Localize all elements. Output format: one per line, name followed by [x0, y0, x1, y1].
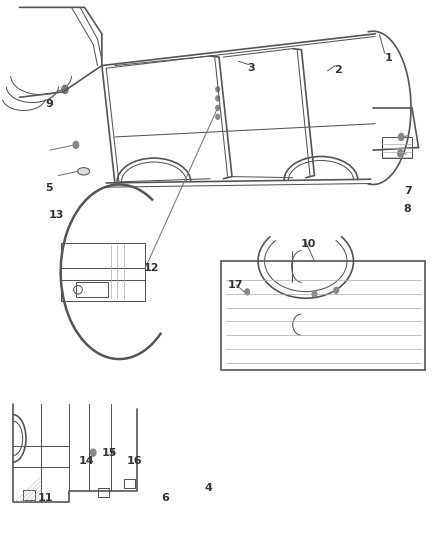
Text: 5: 5 [45, 183, 53, 193]
Circle shape [72, 141, 79, 149]
Text: 13: 13 [49, 209, 64, 220]
Text: 11: 11 [38, 493, 53, 503]
Text: 10: 10 [300, 239, 316, 249]
Bar [381, 137, 412, 158]
Circle shape [244, 288, 250, 296]
Text: 16: 16 [127, 456, 142, 466]
Bar [60, 243, 145, 301]
Text: 7: 7 [404, 186, 412, 196]
Bar [124, 479, 135, 488]
Text: 17: 17 [228, 280, 243, 290]
Bar [76, 282, 108, 297]
Circle shape [215, 95, 220, 101]
Text: 4: 4 [204, 482, 212, 492]
Text: 3: 3 [248, 63, 255, 73]
Text: 12: 12 [144, 263, 159, 272]
Text: 2: 2 [335, 65, 342, 75]
Circle shape [215, 104, 220, 111]
Circle shape [215, 86, 220, 93]
Bar [221, 261, 425, 369]
Circle shape [311, 290, 318, 298]
Ellipse shape [78, 167, 90, 175]
Text: 14: 14 [79, 456, 95, 466]
Text: 9: 9 [45, 99, 53, 109]
Text: 15: 15 [102, 448, 117, 458]
Bar [99, 488, 109, 497]
Circle shape [397, 149, 404, 158]
Circle shape [333, 287, 339, 294]
Bar [23, 490, 35, 500]
Circle shape [215, 114, 220, 120]
Text: 1: 1 [384, 53, 392, 62]
Text: 6: 6 [161, 493, 169, 503]
Circle shape [398, 133, 405, 141]
Text: 8: 8 [404, 204, 412, 214]
Circle shape [110, 449, 115, 454]
Circle shape [61, 85, 69, 94]
Circle shape [90, 448, 97, 457]
